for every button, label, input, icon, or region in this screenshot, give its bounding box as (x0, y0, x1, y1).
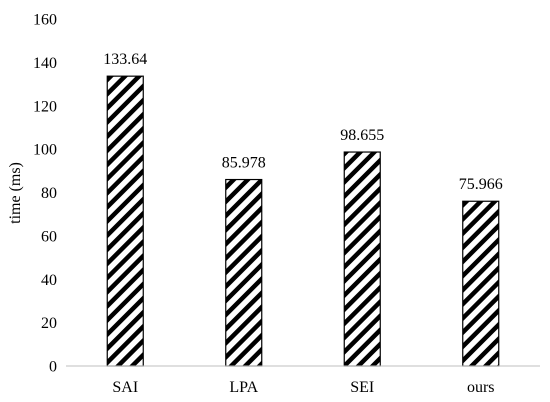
y-axis-title: time (ms) (7, 162, 24, 224)
y-tick-label: 160 (33, 12, 57, 29)
y-tick-label: 80 (41, 185, 57, 202)
y-tick-label: 60 (41, 228, 57, 245)
bar-sai (106, 75, 144, 367)
y-tick-label: 0 (49, 359, 57, 376)
bar-sei (343, 151, 381, 367)
y-tick-label: 40 (41, 272, 57, 289)
y-tick-label: 120 (33, 98, 57, 115)
y-tick-label: 20 (41, 315, 57, 332)
x-tick-label-sei: SEI (350, 379, 374, 396)
x-axis-ticks: SAI LPA SEI ours (112, 379, 494, 396)
y-tick-label: 140 (33, 55, 57, 72)
y-tick-label: 100 (33, 142, 57, 159)
bar-lpa (225, 178, 263, 367)
x-tick-label-sai: SAI (112, 379, 138, 396)
x-tick-label-ours: ours (467, 379, 495, 396)
data-label-ours: 75.966 (459, 176, 503, 193)
data-label-sai: 133.64 (103, 51, 147, 68)
data-label-lpa: 85.978 (222, 155, 266, 172)
data-label-sei: 98.655 (340, 127, 384, 144)
data-labels: 133.64 85.978 98.655 75.966 (103, 51, 503, 193)
bars (106, 75, 500, 367)
y-axis-ticks: 0 20 40 60 80 100 120 140 160 (33, 12, 57, 376)
x-tick-label-lpa: LPA (229, 379, 258, 396)
bar-ours (462, 200, 500, 367)
